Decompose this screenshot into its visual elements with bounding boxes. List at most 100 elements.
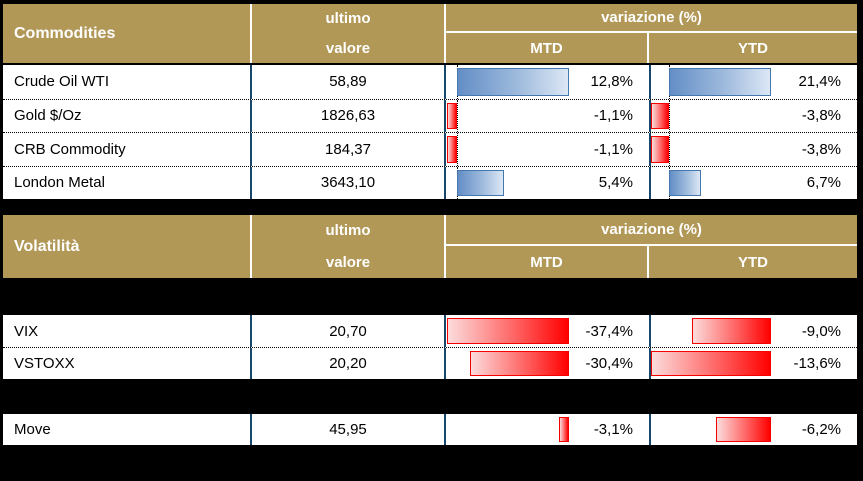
negative-data-bar — [691, 318, 771, 344]
percent-value: -3,8% — [801, 140, 841, 158]
zero-axis-line — [669, 99, 671, 132]
volatility-table: Volatilità ultimo valore variazione (%) … — [3, 215, 857, 445]
table-row: Move 45,95 -3,1% -6,2% — [3, 414, 857, 445]
positive-data-bar — [456, 68, 569, 96]
bar-zone — [651, 315, 771, 347]
percent-value: -3,8% — [801, 107, 841, 125]
percent-value: 5,4% — [598, 174, 633, 192]
negative-data-bar — [447, 136, 457, 163]
bar-zone — [447, 348, 569, 379]
mtd-cell: -1,1% — [446, 99, 651, 132]
mtd-cell: 12,8% — [446, 65, 651, 99]
table-row: London Metal 3643,10 5,4% 6,7% — [3, 165, 857, 199]
ytd-cell: -9,0% — [651, 315, 857, 347]
negative-data-bar — [716, 417, 771, 442]
section-gap — [3, 379, 857, 414]
ytd-column-header: YTD — [738, 253, 768, 271]
percent-value: -1,1% — [593, 107, 633, 125]
mtd-column-header: MTD — [446, 33, 649, 63]
row-value: 1826,63 — [252, 99, 446, 132]
percent-value: -1,1% — [593, 140, 633, 158]
variation-header-label: variazione (%) — [446, 4, 857, 33]
percent-value: 12,8% — [590, 73, 633, 91]
mtd-cell: -37,4% — [446, 315, 651, 347]
mtd-cell: -30,4% — [446, 348, 651, 379]
row-label: London Metal — [3, 166, 252, 199]
value-header-line1: ultimo — [325, 222, 371, 240]
bar-zone — [651, 348, 771, 379]
volatility-value-column-header: ultimo valore — [252, 215, 446, 278]
bar-zone — [651, 414, 771, 445]
negative-data-bar — [447, 318, 569, 344]
table-row: VSTOXX 20,20 -30,4% -13,6% — [3, 347, 857, 379]
table-row: Gold $/Oz 1826,63 -1,1% -3,8% — [3, 98, 857, 132]
percent-value: -9,0% — [801, 322, 841, 340]
bar-zone — [651, 99, 771, 132]
value-header-line2: valore — [325, 39, 371, 57]
section-gap — [0, 199, 863, 215]
row-value: 20,20 — [252, 348, 446, 379]
zero-axis-line — [456, 99, 458, 132]
negative-data-bar — [558, 417, 569, 442]
commodities-title: Commodities — [3, 4, 252, 63]
mtd-column-header: MTD — [446, 246, 649, 278]
volatility-move-row: Move 45,95 -3,1% -6,2% — [3, 414, 857, 445]
percent-value: -13,6% — [793, 355, 841, 372]
percent-value: -6,2% — [801, 421, 841, 438]
ytd-cell: -3,8% — [651, 99, 857, 132]
table-row: Crude Oil WTI 58,89 12,8% 21,4% — [3, 65, 857, 99]
row-value: 3643,10 — [252, 166, 446, 199]
zero-axis-line — [456, 133, 458, 166]
percent-value: 6,7% — [806, 174, 841, 192]
percent-value: -3,1% — [593, 421, 633, 438]
zero-axis-line — [669, 133, 671, 166]
row-label: Crude Oil WTI — [3, 65, 252, 99]
bar-zone — [651, 166, 771, 199]
row-value: 184,37 — [252, 133, 446, 166]
row-label: Move — [3, 414, 252, 445]
bar-zone — [447, 133, 569, 166]
commodities-value-column-header: ultimo valore — [252, 4, 446, 63]
bar-zone — [651, 65, 771, 99]
commodities-table: Commodities ultimo valore variazione (%)… — [3, 4, 857, 199]
positive-data-bar — [669, 68, 771, 96]
row-label: VSTOXX — [3, 348, 252, 379]
row-label: Gold $/Oz — [3, 99, 252, 132]
negative-data-bar — [469, 351, 569, 376]
bar-zone — [447, 166, 569, 199]
commodities-header: Commodities ultimo valore variazione (%)… — [3, 4, 857, 65]
ytd-cell: 6,7% — [651, 166, 857, 199]
ytd-cell: -3,8% — [651, 133, 857, 166]
percent-value: -37,4% — [585, 322, 633, 340]
positive-data-bar — [669, 169, 701, 196]
negative-data-bar — [651, 136, 670, 163]
volatility-variation-header: variazione (%) MTD YTD — [446, 215, 857, 278]
value-header-line2: valore — [325, 253, 371, 271]
negative-data-bar — [651, 351, 771, 376]
volatility-title: Volatilità — [3, 215, 252, 278]
percent-value: -30,4% — [585, 355, 633, 372]
percent-value: 21,4% — [798, 73, 841, 91]
mtd-cell: -1,1% — [446, 133, 651, 166]
negative-data-bar — [447, 102, 457, 129]
bar-zone — [651, 133, 771, 166]
section-gap — [3, 280, 857, 315]
mtd-cell: -3,1% — [446, 414, 651, 445]
volatility-rows: VIX 20,70 -37,4% -9,0% VSTOXX 20,20 -30,4% -13,… — [3, 315, 857, 379]
positive-data-bar — [456, 169, 505, 196]
ytd-cell: -6,2% — [651, 414, 857, 445]
bar-zone — [447, 315, 569, 347]
mtd-cell: 5,4% — [446, 166, 651, 199]
table-row: CRB Commodity 184,37 -1,1% -3,8% — [3, 132, 857, 166]
volatility-header: Volatilità ultimo valore variazione (%) … — [3, 215, 857, 280]
negative-data-bar — [651, 102, 670, 129]
row-value: 58,89 — [252, 65, 446, 99]
variation-subheaders: MTD YTD — [446, 33, 857, 63]
bar-zone — [447, 99, 569, 132]
row-label: VIX — [3, 315, 252, 347]
row-value: 45,95 — [252, 414, 446, 445]
bar-zone — [447, 65, 569, 99]
commodities-variation-header: variazione (%) MTD YTD — [446, 4, 857, 63]
bar-zone — [447, 414, 569, 445]
